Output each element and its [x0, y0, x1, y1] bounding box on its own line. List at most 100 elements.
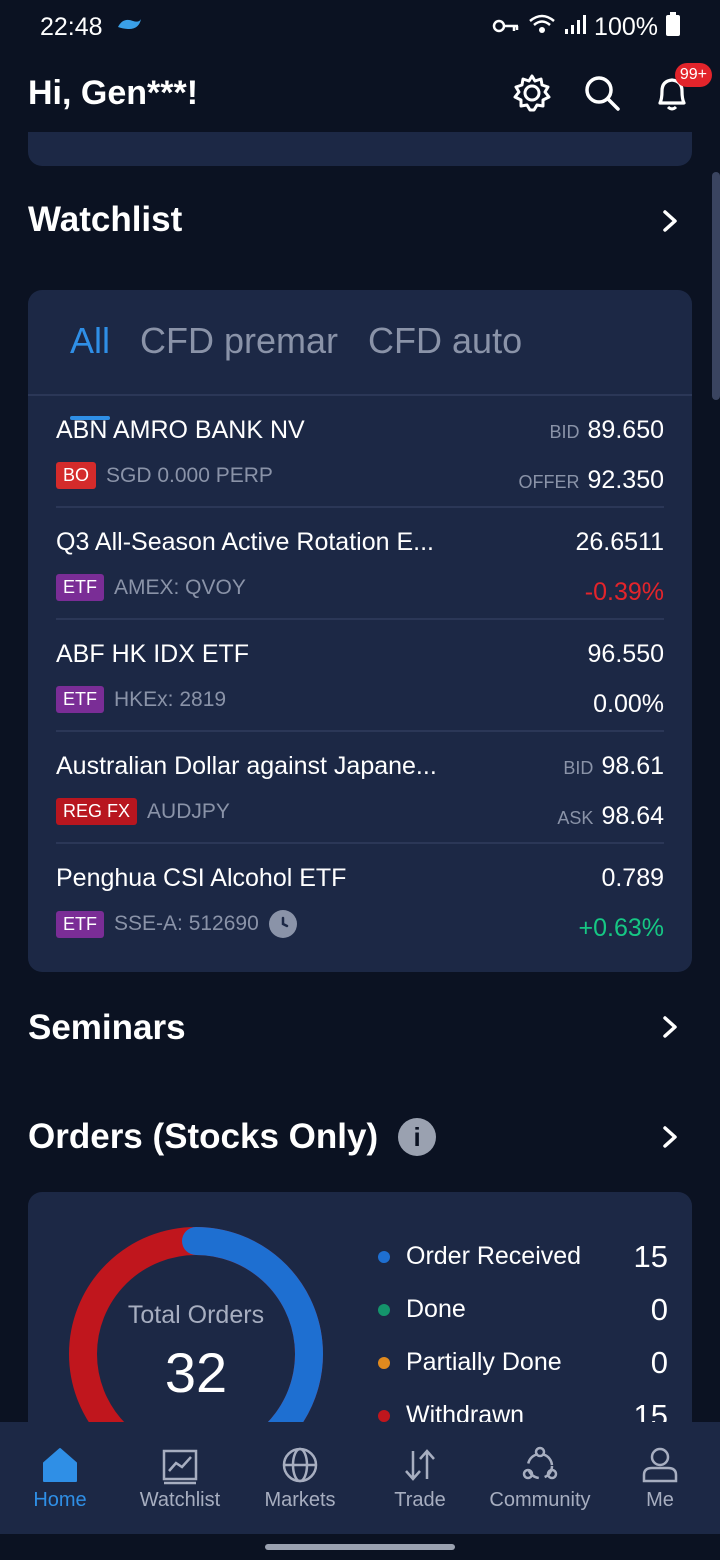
nav-label: Watchlist: [139, 1488, 221, 1511]
ask-value: 98.64: [601, 802, 664, 830]
gesture-home-bar[interactable]: [265, 1544, 455, 1550]
app-header: Hi, Gen***! 99+: [0, 54, 720, 132]
watchlist-chevron-right-icon[interactable]: [660, 209, 680, 233]
watchlist-row[interactable]: ABF HK IDX ETF ETF HKEx: 2819 96.550 0.0…: [56, 620, 664, 732]
orders-section-title[interactable]: Orders (Stocks Only) i: [28, 1117, 437, 1157]
instrument-name: ABF HK IDX ETF: [56, 640, 250, 668]
nav-label: Trade: [394, 1488, 446, 1511]
seminars-title: Seminars: [28, 1008, 186, 1047]
home-icon: [43, 1447, 77, 1482]
legend-item: Done 0: [378, 1283, 668, 1336]
offer-value: 92.350: [587, 466, 664, 494]
watchlist-tabs: All CFD premar CFD auto: [28, 290, 692, 420]
user-icon: [642, 1447, 678, 1482]
change-value: +0.63%: [578, 914, 665, 942]
nav-markets[interactable]: Markets: [240, 1422, 360, 1534]
settings-gear-icon[interactable]: [512, 73, 552, 113]
community-icon: [522, 1446, 558, 1479]
status-time: 22:48: [40, 12, 103, 41]
tab-cfd-premar[interactable]: CFD premar: [140, 320, 339, 361]
vpn-key-icon: [492, 13, 520, 42]
legend-value: 15: [633, 1238, 668, 1274]
nav-community[interactable]: Community: [480, 1422, 600, 1534]
price-value: 0.789: [601, 864, 664, 892]
signal-icon: [564, 13, 587, 42]
status-bar: 22:48 100%: [0, 0, 720, 54]
nav-home[interactable]: Home: [0, 1422, 120, 1534]
bid-label: BID: [549, 422, 580, 442]
legend-value: 0: [650, 1344, 668, 1380]
nav-label: Community: [489, 1488, 591, 1511]
notification-bell-icon[interactable]: 99+: [652, 63, 712, 113]
legend-label: Order Received: [406, 1242, 582, 1270]
nav-label: Home: [33, 1488, 87, 1511]
top-card-remnant: [28, 132, 692, 166]
tab-all[interactable]: All: [70, 320, 111, 420]
watchlist-section-title[interactable]: Watchlist: [28, 200, 182, 240]
legend-dot: [378, 1409, 390, 1422]
instrument-tag: ETF: [56, 910, 104, 938]
orders-chevron-right-icon[interactable]: [660, 1125, 680, 1149]
info-icon[interactable]: i: [398, 1118, 437, 1156]
watchlist-card: All CFD premar CFD auto ABN AMRO BANK NV…: [28, 290, 692, 972]
instrument-sub: SSE-A: 512690: [114, 912, 259, 935]
watchlist-title: Watchlist: [28, 200, 183, 239]
legend-label: Done: [406, 1295, 466, 1323]
instrument-name: ABN AMRO BANK NV: [56, 416, 305, 444]
wifi-icon: [528, 13, 556, 42]
watchlist-row[interactable]: Q3 All-Season Active Rotation E... ETF A…: [56, 508, 664, 620]
instrument-tag: BO: [56, 462, 97, 489]
trade-arrows-icon: [405, 1448, 435, 1481]
instrument-sub: AMEX: QVOY: [114, 575, 246, 599]
offer-label: OFFER: [518, 472, 580, 492]
legend-item: Partially Done 0: [378, 1336, 668, 1389]
change-value: 0.00%: [593, 690, 664, 718]
battery-icon: [666, 11, 680, 43]
instrument-name: Q3 All-Season Active Rotation E...: [56, 528, 434, 556]
chart-icon: [162, 1449, 198, 1484]
instrument-sub: SGD 0.000 PERP: [106, 463, 273, 487]
donut-total-value: 32: [165, 1341, 227, 1404]
price-value: 96.550: [587, 640, 664, 668]
nav-watchlist[interactable]: Watchlist: [120, 1422, 240, 1534]
battery-percent: 100%: [594, 12, 658, 41]
change-value: -0.39%: [584, 578, 664, 606]
bid-label: BID: [563, 758, 594, 778]
nav-label: Me: [646, 1488, 674, 1511]
orders-card: Total Orders 32 Order Received 15 Done 0…: [28, 1192, 692, 1452]
legend-value: 0: [650, 1291, 668, 1327]
ask-label: ASK: [557, 808, 594, 828]
legend-label: Partially Done: [406, 1348, 562, 1376]
donut-total-label: Total Orders: [128, 1301, 264, 1329]
orders-title: Orders (Stocks Only): [28, 1117, 379, 1156]
instrument-tag: ETF: [56, 686, 104, 713]
seminars-section-title[interactable]: Seminars: [28, 1008, 186, 1048]
clock-icon: [268, 910, 297, 938]
watchlist-row[interactable]: Australian Dollar against Japane... REG …: [56, 732, 664, 844]
greeting: Hi, Gen***!: [28, 73, 199, 112]
legend-dot: [378, 1356, 390, 1369]
tab-cfd-auto[interactable]: CFD auto: [368, 320, 523, 361]
instrument-tag: REG FX: [56, 798, 138, 825]
legend-item: Order Received 15: [378, 1230, 668, 1283]
legend-dot: [378, 1303, 390, 1316]
instrument-name: Penghua CSI Alcohol ETF: [56, 864, 347, 892]
bid-value: 89.650: [587, 416, 664, 444]
nav-trade[interactable]: Trade: [360, 1422, 480, 1534]
orders-donut-chart: Total Orders 32: [69, 1227, 323, 1452]
nav-label: Markets: [264, 1488, 336, 1511]
instrument-sub: HKEx: 2819: [114, 687, 227, 711]
scrollbar[interactable]: [712, 172, 720, 400]
app-notification-icon: [115, 13, 143, 42]
nav-me[interactable]: Me: [600, 1422, 720, 1534]
globe-icon: [282, 1447, 318, 1482]
price-value: 26.6511: [575, 528, 664, 556]
bid-value: 98.61: [601, 752, 664, 780]
orders-legend: Order Received 15 Done 0 Partially Done …: [378, 1230, 668, 1442]
seminars-chevron-right-icon[interactable]: [660, 1015, 680, 1039]
watchlist-row[interactable]: ABN AMRO BANK NV BO SGD 0.000 PERP BID 8…: [56, 396, 664, 508]
watchlist-row[interactable]: Penghua CSI Alcohol ETF ETF SSE-A: 51269…: [56, 844, 664, 956]
notification-badge: 99+: [674, 63, 712, 87]
search-icon[interactable]: [582, 73, 622, 113]
instrument-tag: ETF: [56, 574, 104, 601]
